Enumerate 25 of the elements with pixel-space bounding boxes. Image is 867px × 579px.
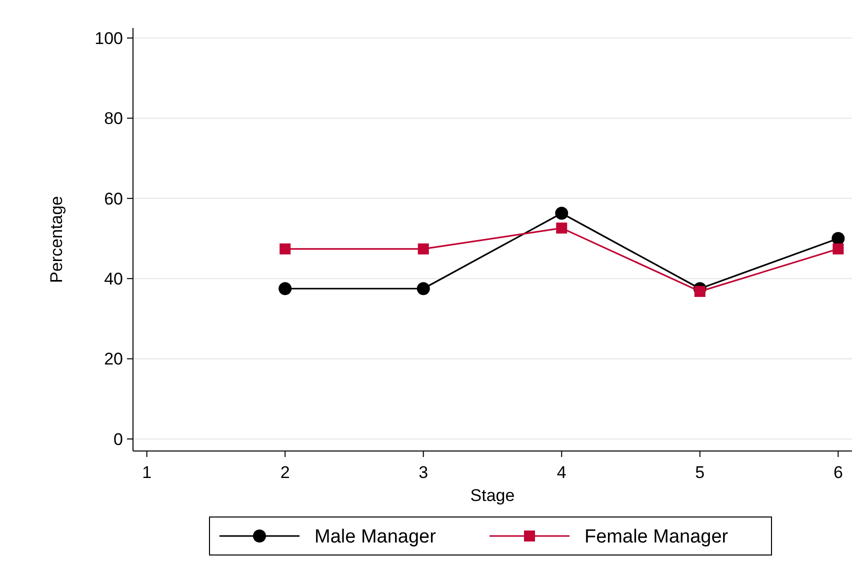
y-tick-label: 80 [104, 109, 123, 128]
y-tick-label: 40 [104, 270, 123, 289]
point [555, 206, 568, 220]
x-tick-label: 1 [142, 463, 152, 482]
y-tick-label: 0 [114, 430, 123, 449]
x-tick-label: 4 [556, 463, 566, 482]
y-tick-label: 60 [104, 189, 123, 208]
x-tick-label: 2 [280, 463, 290, 482]
point [694, 286, 706, 297]
y-axis-title: Percentage [47, 196, 66, 283]
y-tick-label: 100 [94, 28, 123, 48]
point [280, 243, 291, 254]
x-tick-label: 6 [833, 463, 843, 482]
y-tick-label: 20 [104, 350, 123, 369]
point [832, 232, 845, 245]
x-axis-title: Stage [470, 486, 515, 505]
x-tick-label: 5 [695, 463, 705, 482]
point [416, 282, 430, 296]
point [278, 282, 292, 296]
legend-label: Female Manager [584, 526, 729, 548]
legend-label: Male Manager [314, 526, 437, 548]
point [832, 243, 844, 254]
x-tick-label: 3 [418, 463, 428, 482]
point [418, 243, 429, 254]
point [556, 222, 568, 234]
